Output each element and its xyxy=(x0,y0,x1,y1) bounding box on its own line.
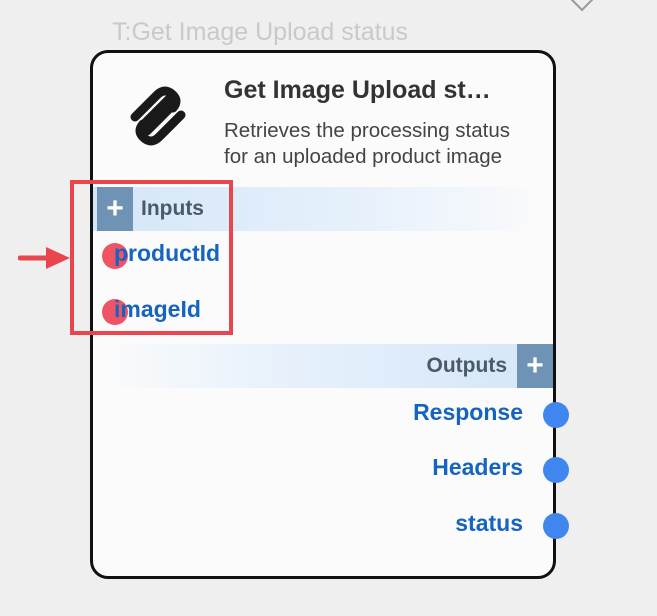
pointer-arrow-icon xyxy=(18,247,70,269)
output-port-label: Response xyxy=(413,399,523,425)
output-port-label: Headers xyxy=(432,454,523,480)
output-port-label: status xyxy=(455,510,523,536)
input-port-dot[interactable] xyxy=(102,243,128,269)
output-port-dot[interactable] xyxy=(543,457,569,483)
corner-chevron-icon xyxy=(570,0,594,12)
output-port-dot[interactable] xyxy=(543,513,569,539)
output-port-status[interactable]: status xyxy=(455,510,523,542)
input-port-label: imageId xyxy=(114,296,201,322)
node-caption: T:Get Image Upload status xyxy=(112,18,408,46)
add-input-button[interactable]: + xyxy=(97,187,133,231)
workflow-node[interactable]: Get Image Upload st… Retrieves the proce… xyxy=(90,50,569,579)
outputs-section-header: Outputs + xyxy=(93,344,553,388)
inputs-highlight-box xyxy=(70,180,233,335)
input-port-label: productId xyxy=(114,240,221,266)
inputs-label: Inputs xyxy=(141,197,204,220)
output-port-dot[interactable] xyxy=(543,402,569,428)
squarespace-logo-icon xyxy=(130,86,186,146)
node-description: Retrieves the processing status for an u… xyxy=(224,119,510,168)
input-port-dot[interactable] xyxy=(102,299,128,325)
inputs-section-header: + Inputs xyxy=(93,187,553,231)
output-port-response[interactable]: Response xyxy=(413,399,523,431)
output-port-headers[interactable]: Headers xyxy=(432,454,523,486)
node-title: Get Image Upload st… xyxy=(224,76,491,104)
add-output-button[interactable]: + xyxy=(517,344,553,388)
outputs-label: Outputs xyxy=(426,354,507,377)
